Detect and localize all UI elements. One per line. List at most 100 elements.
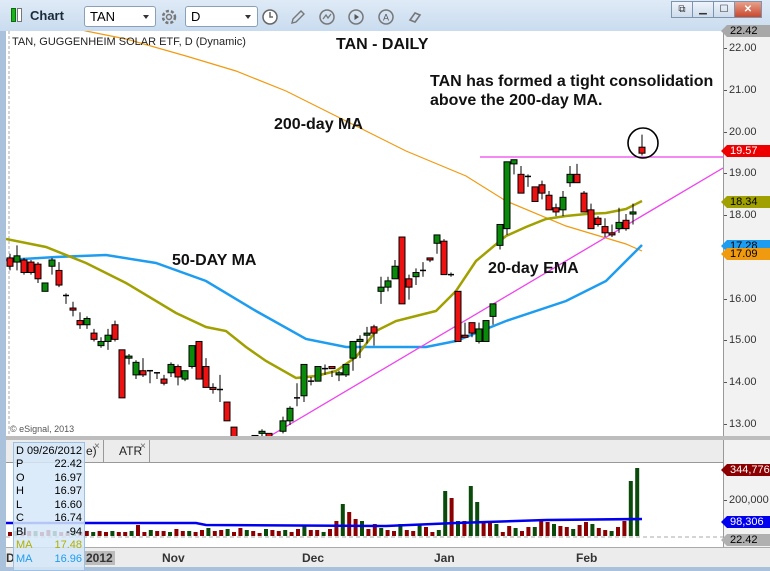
maximize-button[interactable]: ☐ bbox=[713, 1, 735, 18]
window-controls: ⧉ ▁ ☐ ✕ bbox=[671, 1, 762, 18]
data-window-row-bi: BI -94 bbox=[16, 526, 82, 539]
annotation-50-day-ma: 50-DAY MA bbox=[172, 252, 257, 269]
chevron-down-icon[interactable] bbox=[143, 15, 149, 19]
row-value: 16.60 bbox=[54, 498, 82, 511]
alert-icon: A bbox=[378, 8, 394, 25]
minimize-icon: ▁ bbox=[699, 4, 707, 15]
row-value: 16.97 bbox=[54, 485, 82, 497]
chart-title: TAN - DAILY bbox=[336, 36, 429, 53]
row-key: MA bbox=[16, 552, 33, 565]
date-label-feb: Feb bbox=[576, 551, 598, 565]
dock-icon: ⧉ bbox=[678, 4, 686, 15]
volume-chart[interactable] bbox=[6, 463, 723, 547]
tab-volume[interactable]: e) × bbox=[6, 440, 104, 462]
study-icon bbox=[319, 8, 335, 25]
row-key: P bbox=[16, 458, 24, 470]
price-tag: 19.57 bbox=[721, 144, 770, 157]
settings-gear-icon bbox=[161, 9, 177, 24]
data-window-date: D 09/26/2012 bbox=[16, 445, 82, 458]
date-label-nov: Nov bbox=[162, 551, 185, 565]
tab-volume-label: e) bbox=[86, 444, 97, 458]
annotation-20-day-ema: 20-day EMA bbox=[488, 260, 579, 277]
row-key: O bbox=[16, 471, 25, 484]
data-window-row-o: O 16.97 bbox=[16, 472, 82, 485]
settings-gear-button[interactable] bbox=[158, 6, 180, 27]
price-tick-label: 20.00 bbox=[724, 125, 757, 138]
window-title: Chart bbox=[30, 8, 64, 23]
price-tick-label: 19.00 bbox=[724, 167, 757, 180]
close-button[interactable]: ✕ bbox=[734, 1, 762, 18]
alert-button[interactable]: A bbox=[375, 6, 397, 27]
price-chart[interactable]: TAN, GUGGENHEIM SOLAR ETF, D (Dynamic) T… bbox=[6, 31, 723, 436]
volume-plot bbox=[6, 468, 723, 538]
data-window-row-c: C 16.74 bbox=[16, 512, 82, 525]
pane-separator[interactable] bbox=[6, 436, 770, 440]
pencil-icon bbox=[291, 9, 305, 24]
chevron-down-icon[interactable] bbox=[245, 15, 251, 19]
date-label-2012: 2012 bbox=[84, 551, 115, 565]
study-tabs: e) × ATR × bbox=[6, 440, 723, 463]
interval-combobox[interactable]: D bbox=[185, 6, 258, 27]
tab-volume-close-icon[interactable]: × bbox=[94, 441, 100, 452]
data-window-row-h: H 16.97 bbox=[16, 485, 82, 498]
data-window-row-ma: MA 17.48 bbox=[16, 539, 82, 552]
volume-tag: 22.42 bbox=[721, 534, 770, 546]
row-value: 16.96 bbox=[54, 552, 82, 565]
dock-button[interactable]: ⧉ bbox=[671, 1, 693, 18]
time-button[interactable] bbox=[259, 6, 281, 27]
symbol-combobox[interactable]: TAN bbox=[84, 6, 156, 27]
price-axis[interactable]: 22.00 21.00 20.00 19.00 18.00 16.00 15.00 14.00… bbox=[721, 25, 770, 436]
price-plot bbox=[6, 31, 723, 436]
price-tag: 17.09 bbox=[721, 248, 770, 261]
close-icon: ✕ bbox=[743, 4, 753, 15]
draw-button[interactable] bbox=[287, 6, 309, 27]
row-value: 16.97 bbox=[54, 471, 82, 484]
symbol-value: TAN bbox=[90, 9, 116, 24]
volume-axis[interactable]: 200,000 344,776 98,306 22.42 bbox=[721, 440, 770, 547]
date-label-dec: Dec bbox=[302, 551, 325, 565]
annotation-200-day-ma: 200-day MA bbox=[274, 116, 363, 133]
row-key: MA bbox=[16, 539, 33, 551]
title-bar: Chart TAN D A ⧉ ▁ ☐ ✕ bbox=[0, 0, 770, 32]
row-value: 17.48 bbox=[54, 539, 82, 551]
row-key: H bbox=[16, 485, 24, 497]
left-border bbox=[0, 31, 6, 571]
study-button[interactable] bbox=[316, 6, 338, 27]
row-value: 16.74 bbox=[54, 512, 82, 524]
tab-atr[interactable]: ATR × bbox=[104, 440, 150, 462]
date-key: D bbox=[16, 445, 24, 457]
link-button[interactable] bbox=[404, 6, 426, 27]
play-button[interactable] bbox=[345, 6, 367, 27]
volume-tag: 98,306 bbox=[721, 516, 770, 528]
row-value: -94 bbox=[66, 525, 82, 538]
price-tick-label: 14.00 bbox=[724, 376, 757, 389]
price-tick-label: 21.00 bbox=[724, 83, 757, 96]
copyright-text: © eSignal, 2013 bbox=[10, 424, 75, 434]
price-tick-label: 16.00 bbox=[724, 292, 757, 305]
price-tick-label: 22.00 bbox=[724, 42, 757, 54]
price-tick-label: 18.00 bbox=[724, 209, 757, 222]
volume-tick-label: 200,000 bbox=[724, 494, 769, 506]
clock-icon bbox=[262, 8, 278, 25]
minimize-button[interactable]: ▁ bbox=[692, 1, 714, 18]
row-key: C bbox=[16, 512, 24, 524]
tab-atr-close-icon[interactable]: × bbox=[140, 441, 146, 452]
price-tag: 22.42 bbox=[721, 25, 770, 38]
data-window-row-p: P 22.42 bbox=[16, 458, 82, 471]
chart-subtitle: TAN, GUGGENHEIM SOLAR ETF, D (Dynamic) bbox=[12, 36, 246, 48]
date-axis[interactable]: D 2012 Nov Dec Jan Feb bbox=[6, 547, 770, 568]
data-window-row-ma: MA 16.96 bbox=[16, 553, 82, 566]
annotation-note-line1: TAN has formed a tight consolidation bbox=[430, 73, 714, 90]
date-axis-partial: D bbox=[6, 551, 15, 565]
row-key: BI bbox=[16, 525, 27, 538]
chart-app-icon bbox=[11, 8, 23, 23]
price-tick-label: 13.00 bbox=[724, 418, 757, 431]
data-window-row-l: L 16.60 bbox=[16, 499, 82, 512]
price-tick-label: 15.00 bbox=[724, 334, 757, 347]
maximize-icon: ☐ bbox=[719, 4, 729, 15]
tab-atr-label: ATR bbox=[119, 444, 143, 458]
row-key: L bbox=[16, 498, 23, 511]
interval-value: D bbox=[191, 9, 201, 24]
svg-text:A: A bbox=[383, 12, 389, 22]
date-value: 09/26/2012 bbox=[26, 445, 82, 457]
